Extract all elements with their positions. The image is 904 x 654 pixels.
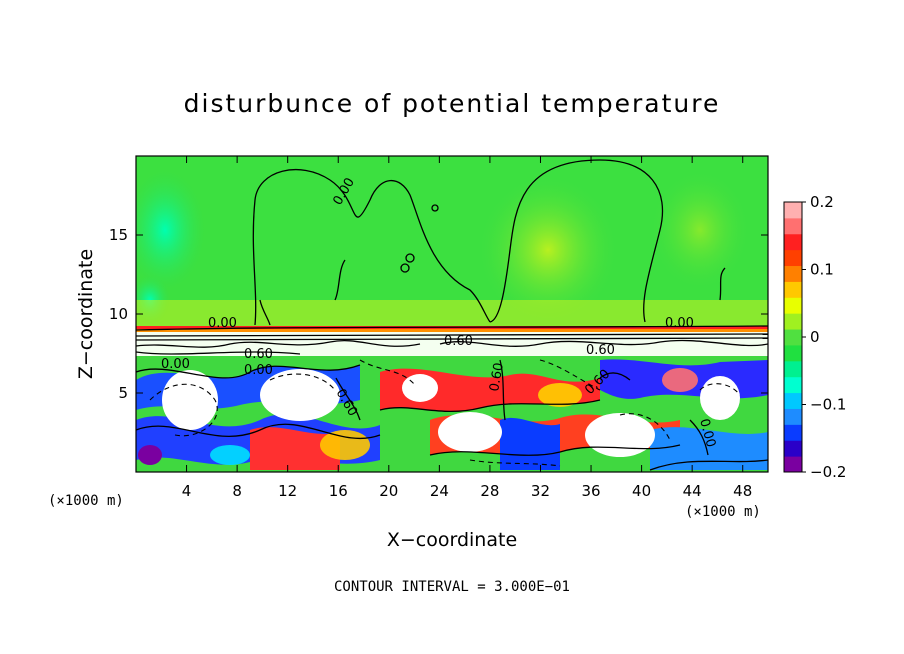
plot-area: 0.00 0.00 0.00 0.60 0.60 0.60 0.00 0.00 … [136,156,768,472]
colorbar-tick-label: −0.2 [810,463,846,481]
colorbar-swatch [784,329,802,346]
contour-label: 0.60 [487,362,507,393]
x-axis: 4 8 12 16 20 24 28 32 36 40 44 48 [182,156,752,500]
x-tick-label: 40 [632,482,651,500]
colorbar-swatch [784,265,802,282]
warm-anomaly-right [650,170,750,290]
lower-eddies [136,359,768,470]
x-tick-label: 32 [531,482,550,500]
x-tick-label: 20 [379,482,398,500]
x-tick-label: 48 [733,482,752,500]
x-tick-label: 24 [430,482,449,500]
y-axis: 5 10 15 [109,226,768,402]
cool-anomaly-left [136,170,205,290]
colorbar-swatch [784,344,802,362]
z-unit-label: (×1000 m) [48,493,124,509]
contour-lines-dashed [149,359,741,467]
colorbar-swatch [784,456,802,473]
colorbar-swatch [784,233,802,251]
x-tick-label: 4 [182,482,192,500]
contour-label: 0.60 [244,347,273,362]
chart-title: disturbunce of potential temperature [184,89,721,118]
colorbar-tick-label: 0 [810,328,820,346]
colorbar-swatch [784,313,802,330]
x-tick-label: 8 [232,482,242,500]
x-axis-label: X−coordinate [387,529,517,551]
colorbar-swatch [784,202,802,219]
colorbar-swatch [784,440,802,457]
colorbar: −0.2 −0.1 0 0.1 0.2 [783,193,846,481]
contour-interval-note: CONTOUR INTERVAL = 3.000E−01 [334,579,570,595]
y-tick-label: 5 [118,384,128,402]
x-unit-label: (×1000 m) [685,504,761,520]
yellow-band [136,300,768,328]
y-axis-label: Z−coordinate [75,249,97,379]
x-tick-label: 16 [329,482,348,500]
colorbar-swatch [784,376,802,394]
y-tick-label: 15 [109,226,128,244]
contour-label: 0.00 [244,363,273,378]
x-tick-label: 12 [278,482,297,500]
x-tick-label: 28 [480,482,499,500]
colorbar-tick-label: 0.1 [810,261,834,279]
contour-label: 0.00 [161,357,190,372]
contour-label: 0.00 [696,417,718,449]
inversion-band-orange [136,329,768,332]
colorbar-swatch [784,408,802,425]
warm-anomaly-center [478,175,618,325]
colorbar-swatch [784,392,802,409]
colorbar-tick-label: 0.2 [810,193,834,211]
contour-label: 0.00 [665,316,694,331]
x-tick-label: 44 [683,482,702,500]
colorbar-swatch [784,424,802,441]
contour-lines-lower [136,359,768,471]
x-tick-label: 36 [581,482,600,500]
contour-label: 0.60 [444,334,473,349]
colorbar-swatch [784,360,802,378]
contour-label: 0.60 [586,343,615,358]
contour-label: 0.00 [208,316,237,331]
y-tick-label: 10 [109,305,128,323]
colorbar-swatch [784,281,802,298]
colorbar-swatch [784,217,802,235]
contour-lines [136,159,768,355]
colorbar-swatch [784,297,802,314]
colorbar-tick-label: −0.1 [810,396,846,414]
colorbar-swatch [784,249,802,267]
